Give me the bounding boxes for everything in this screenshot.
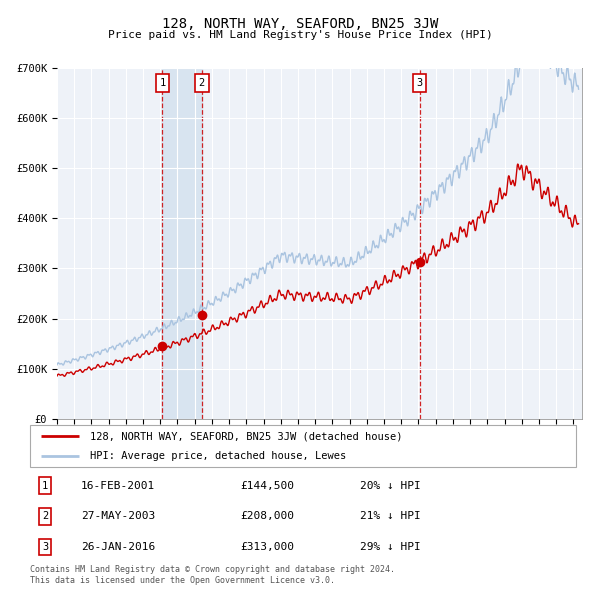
Text: HPI: Average price, detached house, Lewes: HPI: Average price, detached house, Lewe… xyxy=(90,451,346,461)
Text: £208,000: £208,000 xyxy=(240,512,294,521)
Text: £313,000: £313,000 xyxy=(240,542,294,552)
Text: 16-FEB-2001: 16-FEB-2001 xyxy=(81,481,155,490)
Text: 27-MAY-2003: 27-MAY-2003 xyxy=(81,512,155,521)
Text: 1: 1 xyxy=(42,481,48,490)
Text: 1: 1 xyxy=(159,78,166,88)
FancyBboxPatch shape xyxy=(30,425,576,467)
Text: 21% ↓ HPI: 21% ↓ HPI xyxy=(360,512,421,521)
Text: 128, NORTH WAY, SEAFORD, BN25 3JW: 128, NORTH WAY, SEAFORD, BN25 3JW xyxy=(162,17,438,31)
Bar xyxy=(163,68,202,419)
Text: 3: 3 xyxy=(416,78,423,88)
Text: 128, NORTH WAY, SEAFORD, BN25 3JW (detached house): 128, NORTH WAY, SEAFORD, BN25 3JW (detac… xyxy=(90,431,403,441)
Text: 26-JAN-2016: 26-JAN-2016 xyxy=(81,542,155,552)
Text: £144,500: £144,500 xyxy=(240,481,294,490)
Text: Price paid vs. HM Land Registry's House Price Index (HPI): Price paid vs. HM Land Registry's House … xyxy=(107,30,493,40)
Text: 2: 2 xyxy=(42,512,48,521)
Text: 2: 2 xyxy=(199,78,205,88)
Text: Contains HM Land Registry data © Crown copyright and database right 2024.
This d: Contains HM Land Registry data © Crown c… xyxy=(30,565,395,585)
Text: 29% ↓ HPI: 29% ↓ HPI xyxy=(360,542,421,552)
Text: 20% ↓ HPI: 20% ↓ HPI xyxy=(360,481,421,490)
Text: 3: 3 xyxy=(42,542,48,552)
